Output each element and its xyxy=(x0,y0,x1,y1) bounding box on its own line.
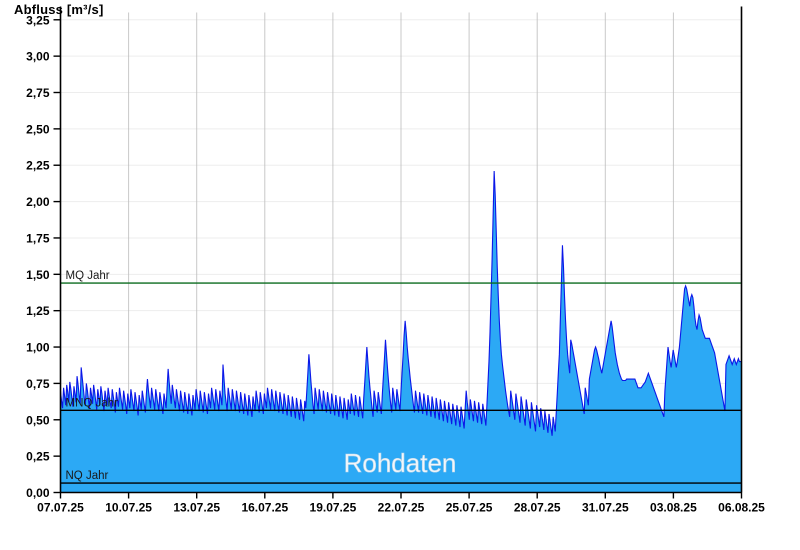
y-tick-label: 1,00 xyxy=(26,341,50,355)
x-tick-label: 19.07.25 xyxy=(310,501,357,515)
reference-label-mnq-jahr: MNQ Jahr xyxy=(66,397,119,409)
y-tick-label: 1,50 xyxy=(26,268,50,282)
y-tick-label: 2,00 xyxy=(26,195,50,209)
reference-label-nq-jahr: NQ Jahr xyxy=(66,470,109,482)
x-tick-label: 03.08.25 xyxy=(650,501,697,515)
reference-label-mq-jahr: MQ Jahr xyxy=(66,270,110,282)
x-tick-label: 10.07.25 xyxy=(105,501,152,515)
x-tick-label: 13.07.25 xyxy=(173,501,220,515)
series-group xyxy=(59,171,742,493)
chart-title: Abfluss [m³/s] xyxy=(14,2,104,17)
x-tick-label: 22.07.25 xyxy=(378,501,425,515)
y-tick-label: 2,25 xyxy=(26,159,50,173)
series-area-fill xyxy=(60,171,742,493)
x-tick-label: 07.07.25 xyxy=(37,501,84,515)
series-line xyxy=(59,171,742,436)
watermark-group: Rohdaten xyxy=(343,448,457,479)
x-tick-label: 28.07.25 xyxy=(514,501,561,515)
y-tick-label: 0,50 xyxy=(26,413,50,427)
watermark-rohdaten: Rohdaten xyxy=(344,448,457,478)
y-tick-label: 3,00 xyxy=(26,50,50,64)
x-tick-label: 31.07.25 xyxy=(582,501,629,515)
y-tick-label: 0,75 xyxy=(26,377,50,391)
reference-lines-group: MQ Jahr MNQ Jahr NQ Jahr xyxy=(60,270,742,484)
y-tick-label: 2,50 xyxy=(26,122,50,136)
y-tick-label: 3,25 xyxy=(26,13,50,27)
tick-labels-group: 0,00 0,25 0,50 0,75 1,00 1,25 1,50 1,75 2,00 2,25… xyxy=(26,13,765,514)
y-tick-label: 1,25 xyxy=(26,304,50,318)
y-tick-label: 1,75 xyxy=(26,231,50,245)
x-tick-label: 25.07.25 xyxy=(446,501,493,515)
y-tick-label: 2,75 xyxy=(26,86,50,100)
x-tick-label: 16.07.25 xyxy=(241,501,288,515)
x-tick-label: 06.08.25 xyxy=(718,501,765,515)
y-tick-label: 0,00 xyxy=(26,486,50,500)
y-tick-label: 0,25 xyxy=(26,450,50,464)
